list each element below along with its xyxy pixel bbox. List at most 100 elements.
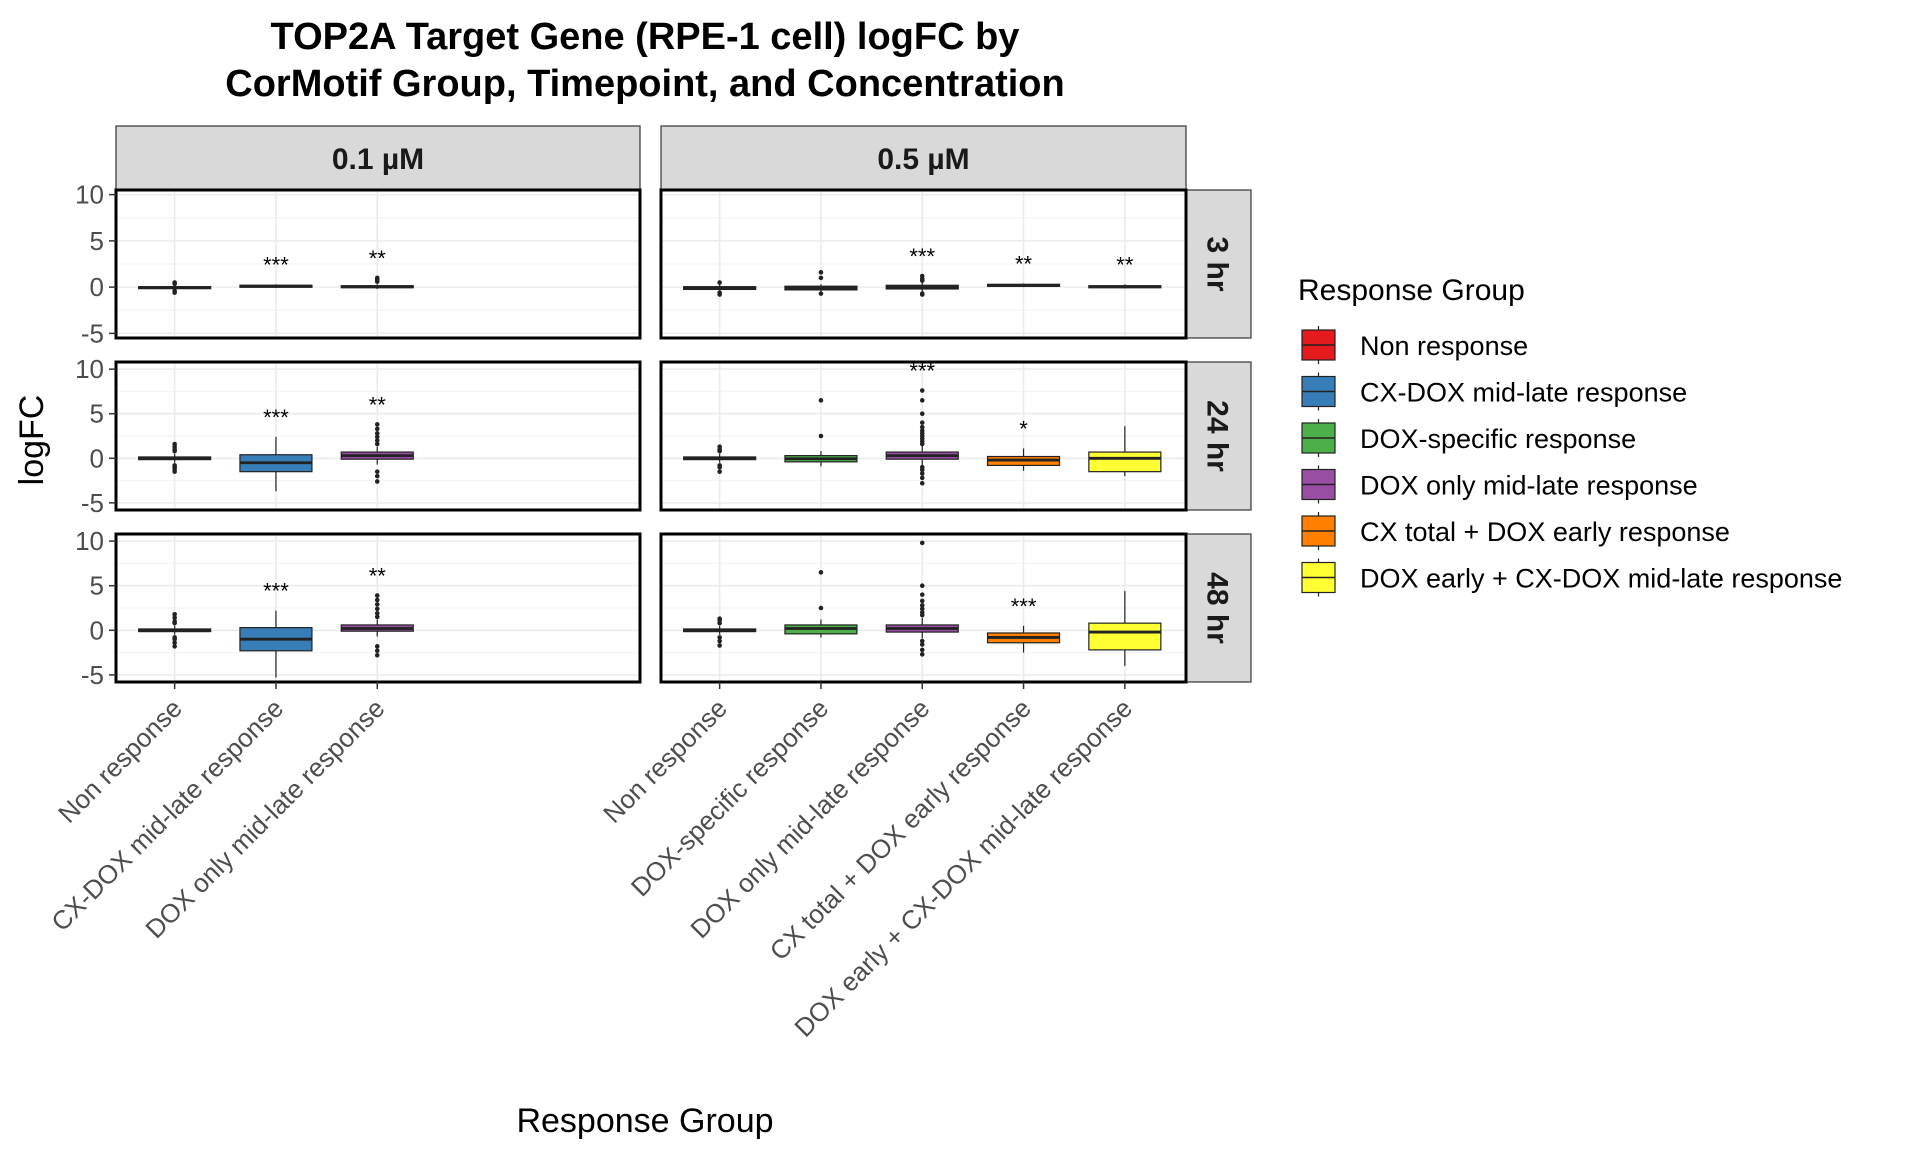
significance-label: ** — [369, 564, 387, 589]
box-outlier-point — [919, 540, 925, 546]
box-outlier-point — [374, 469, 380, 474]
box-outlier-point — [172, 635, 177, 640]
box-outlier-point — [374, 275, 380, 281]
legend-item: CX-DOX mid-late response — [1301, 372, 1687, 411]
box-outlier-point — [919, 480, 925, 486]
box-body — [1088, 451, 1162, 473]
facet-strip-row-3 — [1185, 533, 1252, 683]
y-tick-label: 5 — [90, 571, 104, 601]
chart-title-line-1: TOP2A Target Gene (RPE-1 cell) logFC by — [271, 16, 1020, 58]
significance-label: * — [1019, 416, 1028, 441]
x-axis-label: Response Group — [516, 1102, 773, 1140]
box-outlier-point — [717, 638, 722, 644]
significance-label: *** — [909, 244, 935, 269]
panel-border — [659, 360, 1188, 512]
significance-label: ** — [369, 246, 387, 271]
box-outlier-point — [717, 463, 722, 468]
box-outlier-point — [919, 638, 925, 644]
box-outlier-point — [919, 273, 925, 279]
box-outlier-point — [374, 593, 380, 598]
box-outlier-point — [919, 583, 925, 589]
box-outlier-point — [919, 603, 925, 608]
legend-label: DOX early + CX-DOX mid-late response — [1360, 564, 1842, 594]
box-outlier-point — [374, 422, 380, 427]
facet-strip-row-1 — [1185, 189, 1252, 339]
significance-label: *** — [263, 252, 289, 277]
box-outlier-point — [374, 479, 380, 484]
box-outlier-point — [919, 475, 925, 481]
box-outlier-point — [374, 652, 380, 658]
legend-item: CX total + DOX early response — [1301, 512, 1730, 550]
facet-strip-col-2 — [660, 125, 1187, 191]
box-outlier-point — [919, 420, 925, 425]
significance-label: ** — [369, 392, 387, 417]
box-outlier-point — [919, 467, 925, 473]
box-outlier-point — [919, 652, 925, 657]
box-outlier-point — [818, 605, 824, 611]
significance-label: ** — [1116, 252, 1134, 277]
box-outlier-point — [919, 642, 925, 647]
box-outlier-point — [172, 441, 177, 447]
box-outlier-point — [374, 614, 380, 620]
box-outlier-point — [374, 606, 380, 612]
box-outlier-point — [717, 290, 722, 295]
significance-label: *** — [263, 579, 289, 604]
y-tick-label: 10 — [75, 526, 104, 556]
legend: Response Group Non response CX-DOX mid-la… — [1298, 274, 1842, 597]
facet-label-row-3: 48 hr — [1201, 572, 1234, 644]
box-outlier-point — [172, 619, 177, 624]
box-outlier-point — [818, 433, 824, 439]
box-outlier-point — [919, 592, 925, 597]
y-tick-label: -5 — [81, 318, 104, 348]
legend-label: DOX only mid-late response — [1360, 471, 1698, 501]
box-outlier-point — [374, 648, 380, 654]
box-outlier-point — [374, 434, 380, 440]
box-outlier-point — [818, 398, 824, 403]
y-tick-label: 5 — [90, 399, 104, 429]
y-tick-label: 10 — [75, 354, 104, 384]
box-outlier-point — [717, 280, 722, 285]
box-outlier-point — [919, 647, 925, 653]
box-outlier-point — [374, 441, 380, 447]
significance-label: *** — [1011, 594, 1037, 619]
box-outlier-point — [172, 644, 177, 649]
significance-label: ** — [1015, 251, 1033, 276]
box-outlier-point — [818, 570, 824, 575]
y-tick-label: 0 — [90, 615, 104, 645]
legend-item: DOX early + CX-DOX mid-late response — [1301, 558, 1842, 597]
box-outlier-point — [374, 602, 380, 607]
y-tick-label: 0 — [90, 272, 104, 302]
box-outlier-point — [172, 463, 177, 468]
box-outlier-point — [717, 444, 722, 449]
facet-strip-col-1 — [115, 125, 641, 191]
legend-item: Non response — [1301, 326, 1528, 364]
y-tick-label: -5 — [81, 488, 104, 518]
facet-strip-row-2 — [1185, 361, 1252, 511]
box-outlier-point — [717, 635, 722, 640]
chart-title-line-2: CorMotif Group, Timepoint, and Concentra… — [225, 63, 1064, 105]
box-outlier-point — [172, 615, 177, 621]
box-outlier-point — [919, 606, 925, 612]
significance-label: *** — [263, 405, 289, 430]
box-outlier-point — [374, 473, 380, 479]
box-outlier-point — [374, 431, 380, 436]
box-outlier-point — [172, 640, 177, 646]
y-tick-label: 0 — [90, 443, 104, 473]
box-outlier-point — [919, 292, 925, 297]
legend-label: CX-DOX mid-late response — [1360, 378, 1687, 408]
legend-title: Response Group — [1298, 274, 1525, 307]
box-outlier-point — [172, 611, 177, 617]
box-outlier-point — [374, 611, 380, 616]
facet-label-col-1: 0.1 µM — [332, 143, 424, 176]
y-tick-label: 10 — [75, 180, 104, 210]
y-tick-label: 5 — [90, 226, 104, 256]
legend-label: CX total + DOX early response — [1360, 517, 1730, 547]
legend-item: DOX only mid-late response — [1301, 465, 1698, 504]
facet-label-col-2: 0.5 µM — [877, 143, 969, 176]
box-outlier-point — [374, 426, 380, 432]
legend-label: Non response — [1360, 331, 1528, 361]
box-outlier-point — [717, 616, 722, 621]
box-outlier-point — [374, 597, 380, 603]
box-outlier-point — [919, 598, 925, 604]
